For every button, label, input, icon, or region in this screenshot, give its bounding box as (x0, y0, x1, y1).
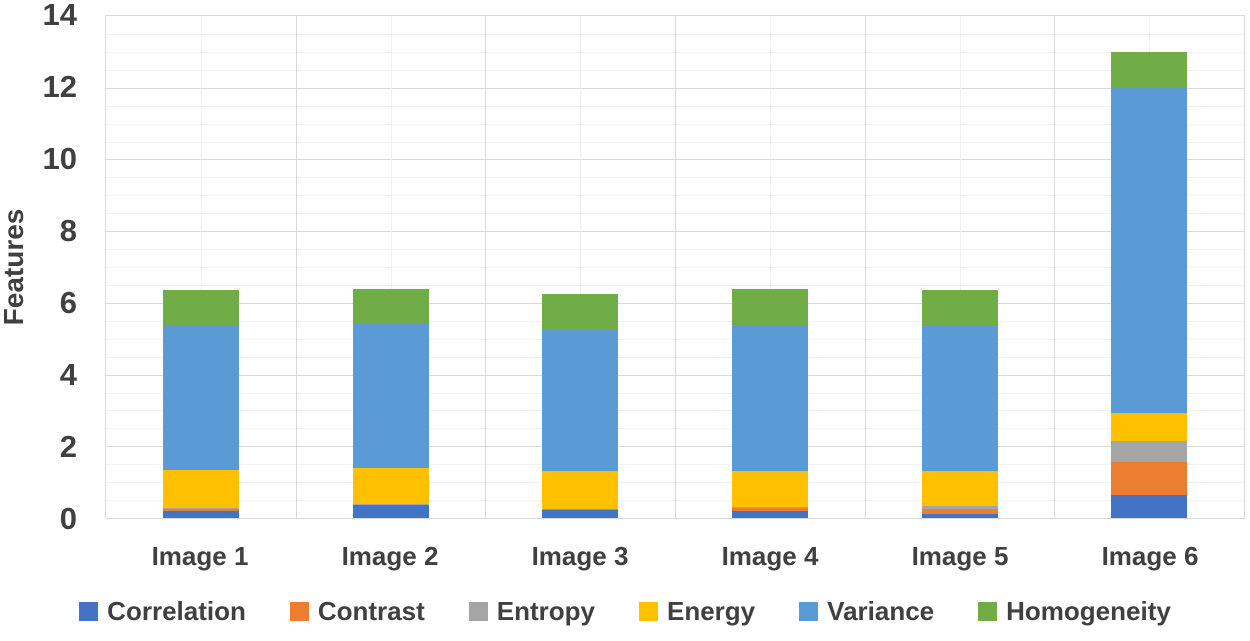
y-tick-label: 8 (59, 213, 77, 248)
y-axis-title: Features (0, 208, 29, 326)
bar-segment-contrast-image-6 (1111, 462, 1188, 495)
bar-segment-energy-image-2 (352, 467, 429, 504)
legend-item-contrast: Contrast (289, 596, 425, 627)
legend-item-correlation: Correlation (79, 596, 246, 627)
minor-gridline-v (959, 16, 961, 518)
bar-segment-energy-image-6 (1111, 413, 1188, 441)
plot-area (105, 15, 1245, 519)
x-category-label: Image 5 (911, 541, 1009, 571)
bar-segment-variance-image-5 (921, 326, 998, 472)
bar-segment-entropy-image-4 (731, 507, 808, 508)
bar-segment-homogeneity-image-2 (352, 288, 429, 325)
bar-segment-variance-image-2 (352, 324, 429, 468)
y-tick-label: 10 (42, 141, 77, 176)
bar-segment-contrast-image-3 (542, 509, 619, 511)
y-tick-label: 4 (59, 357, 77, 392)
minor-gridline-v (580, 16, 582, 518)
major-gridline-v (295, 16, 297, 518)
bar-segment-variance-image-3 (542, 329, 619, 472)
legend-swatch-icon (79, 602, 99, 621)
bar-segment-energy-image-3 (542, 471, 619, 510)
y-tick-label: 2 (59, 429, 77, 464)
major-gridline-v (675, 16, 676, 518)
legend-label: Energy (667, 596, 756, 626)
bar-segment-homogeneity-image-1 (162, 290, 239, 327)
legend-swatch-icon (799, 602, 819, 621)
legend-label: Entropy (496, 596, 595, 626)
legend-item-variance: Variance (799, 596, 934, 627)
x-category-label: Image 1 (151, 541, 249, 571)
bar-segment-energy-image-4 (731, 471, 808, 508)
y-tick-label: 14 (42, 0, 77, 32)
bar-segment-correlation-image-6 (1111, 494, 1188, 518)
bar-segment-correlation-image-1 (162, 510, 239, 518)
bar-segment-entropy-image-1 (162, 507, 239, 509)
bar-segment-contrast-image-1 (162, 508, 239, 511)
bar-segment-variance-image-6 (1111, 87, 1188, 414)
legend-label: Homogeneity (1006, 596, 1171, 626)
bar-segment-correlation-image-4 (731, 510, 808, 518)
bar-segment-homogeneity-image-3 (542, 293, 619, 330)
major-gridline-v (485, 16, 487, 518)
major-gridline-v (864, 16, 866, 518)
bar-segment-variance-image-4 (731, 326, 808, 472)
legend-label: Correlation (107, 596, 246, 626)
bar-segment-contrast-image-2 (352, 504, 429, 506)
y-tick-label: 12 (42, 69, 77, 104)
legend-label: Contrast (317, 596, 425, 626)
legend-swatch-icon (978, 602, 998, 621)
legend-swatch-icon (468, 602, 488, 621)
y-tick-label: 0 (59, 501, 77, 536)
bar-segment-correlation-image-5 (921, 514, 998, 518)
minor-gridline-v (200, 16, 202, 518)
bar-segment-homogeneity-image-5 (921, 290, 998, 327)
bar-segment-energy-image-5 (921, 471, 998, 507)
bar-segment-homogeneity-image-4 (731, 288, 808, 327)
bar-segment-entropy-image-2 (352, 503, 429, 505)
legend: Correlation Contrast Entropy Energy Variance… (0, 596, 1250, 627)
legend-item-homogeneity: Homogeneity (978, 596, 1171, 627)
minor-gridline-v (769, 16, 771, 518)
x-category-label: Image 4 (721, 541, 819, 571)
bar-segment-correlation-image-3 (542, 510, 619, 518)
x-category-label: Image 6 (1101, 541, 1199, 571)
bar-segment-contrast-image-5 (921, 509, 998, 515)
bar-segment-energy-image-1 (162, 470, 239, 508)
major-gridline-v (1054, 16, 1056, 518)
bar-segment-contrast-image-4 (731, 507, 808, 511)
legend-label: Variance (827, 596, 935, 626)
minor-gridline-v (390, 16, 392, 518)
bar-segment-entropy-image-6 (1111, 440, 1188, 463)
bar-segment-variance-image-1 (162, 326, 239, 471)
y-tick-label: 6 (59, 285, 77, 320)
x-category-label: Image 3 (531, 541, 629, 571)
legend-item-entropy: Entropy (468, 596, 595, 627)
bar-segment-homogeneity-image-6 (1111, 51, 1188, 88)
bar-segment-entropy-image-5 (921, 506, 998, 510)
legend-swatch-icon (639, 602, 658, 621)
bar-segment-correlation-image-2 (352, 505, 429, 518)
legend-item-energy: Energy (639, 596, 755, 627)
legend-swatch-icon (289, 602, 309, 621)
x-category-label: Image 2 (341, 541, 439, 571)
